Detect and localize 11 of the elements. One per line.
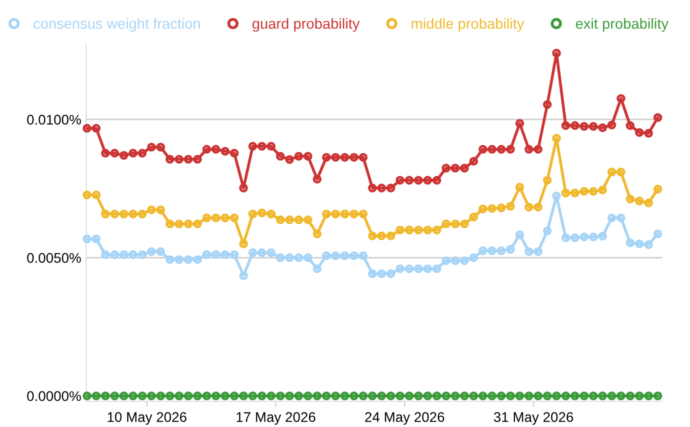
- x-tick-label: 24 May 2026: [365, 412, 444, 425]
- legend-label: consensus weight fraction: [34, 18, 200, 32]
- legend-label: guard probability: [252, 18, 360, 32]
- x-tick-label: 31 May 2026: [494, 412, 574, 425]
- y-tick-label: 0.0000%: [27, 391, 81, 402]
- x-tick-label: 10 May 2026: [108, 412, 186, 425]
- y-tick-label: 0.0100%: [27, 114, 81, 125]
- legend-label: exit probability: [576, 18, 668, 32]
- x-tick-label: 17 May 2026: [236, 412, 316, 425]
- legend-label: middle probability: [412, 18, 524, 32]
- y-tick-label: 0.0050%: [27, 252, 81, 263]
